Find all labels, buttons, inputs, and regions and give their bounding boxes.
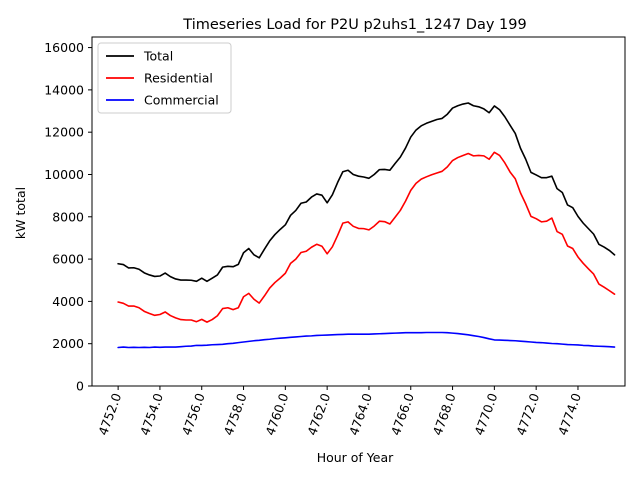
legend-label-commercial: Commercial: [144, 93, 219, 108]
plot-frame: [91, 36, 626, 387]
y-axis: 0 2000 4000 6000 8000 10000 12000 14000 16000: [44, 40, 92, 394]
legend-label-residential: Residential: [144, 71, 213, 86]
legend-box: [97, 42, 232, 114]
legend: Total Residential Commercial: [97, 42, 232, 114]
y-tick-label: 8000: [52, 209, 84, 224]
series-line-commercial: [117, 331, 616, 349]
y-tick-label: 10000: [44, 167, 84, 182]
legend-label-total: Total: [143, 49, 173, 64]
y-tick-label: 14000: [44, 82, 84, 97]
y-tick-label: 12000: [44, 125, 84, 140]
y-tick-label: 6000: [52, 252, 84, 267]
y-tick-label: 16000: [44, 40, 84, 55]
y-tick-label: 0: [76, 379, 84, 394]
y-tick-label: 2000: [52, 336, 84, 351]
series-layer: [117, 102, 616, 349]
series-line-total: [117, 102, 616, 283]
y-axis-label: kW total: [13, 187, 28, 239]
chart-title: Timeseries Load for P2U p2uhs1_1247 Day …: [182, 17, 526, 33]
x-axis-label: Hour of Year: [317, 450, 394, 465]
series-line-residential: [117, 151, 616, 323]
y-tick-label: 4000: [52, 294, 84, 309]
